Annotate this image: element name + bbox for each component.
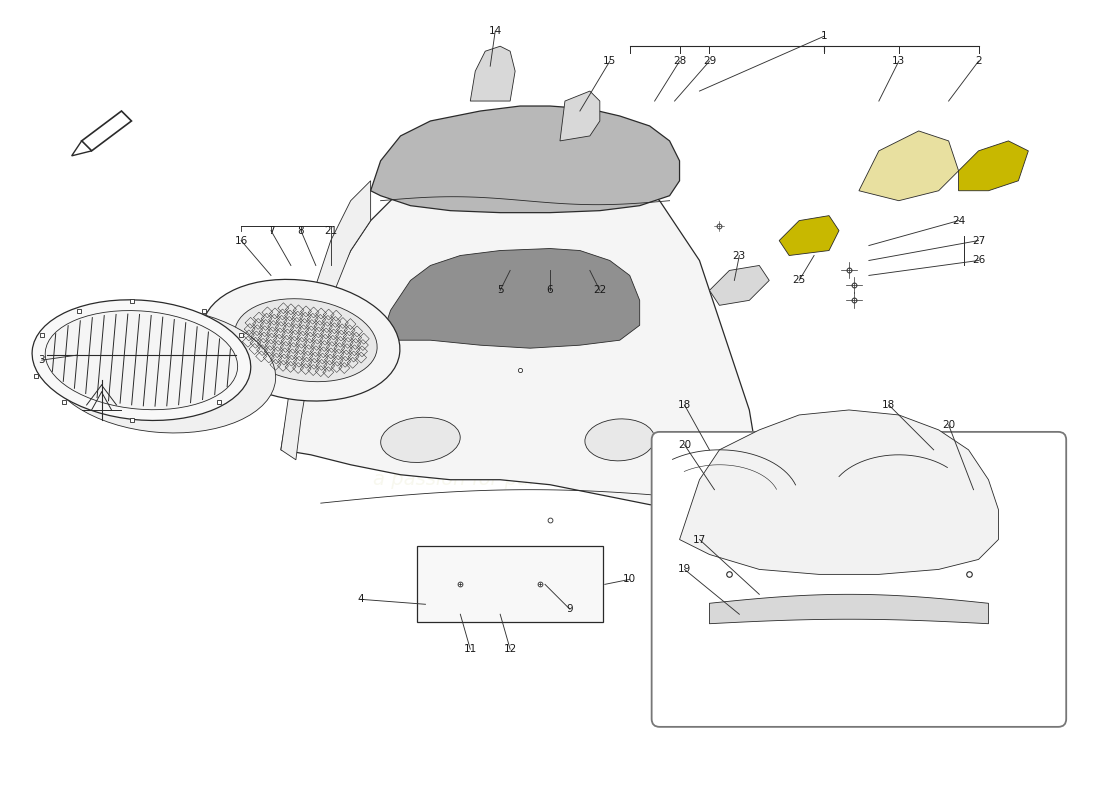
Polygon shape bbox=[680, 410, 999, 574]
Polygon shape bbox=[560, 91, 600, 141]
Text: 3: 3 bbox=[39, 355, 45, 365]
Text: 10: 10 bbox=[624, 574, 636, 584]
Ellipse shape bbox=[32, 300, 251, 421]
Ellipse shape bbox=[201, 279, 400, 401]
Polygon shape bbox=[280, 143, 755, 510]
Text: 7: 7 bbox=[267, 226, 274, 235]
Text: 8: 8 bbox=[298, 226, 305, 235]
Text: 14: 14 bbox=[488, 26, 502, 36]
Polygon shape bbox=[81, 111, 132, 151]
Ellipse shape bbox=[234, 298, 377, 382]
Ellipse shape bbox=[47, 307, 276, 433]
Polygon shape bbox=[280, 181, 371, 460]
Text: 9: 9 bbox=[566, 604, 573, 614]
Polygon shape bbox=[72, 141, 91, 156]
Text: 22: 22 bbox=[593, 286, 606, 295]
Text: 27: 27 bbox=[972, 235, 986, 246]
Text: 2: 2 bbox=[976, 56, 982, 66]
Text: 15: 15 bbox=[603, 56, 616, 66]
Text: 25: 25 bbox=[792, 275, 806, 286]
Text: 1: 1 bbox=[821, 31, 827, 42]
Text: elasco: elasco bbox=[384, 363, 657, 437]
Ellipse shape bbox=[381, 418, 460, 462]
Polygon shape bbox=[471, 46, 515, 101]
Polygon shape bbox=[859, 131, 958, 201]
Text: 6: 6 bbox=[547, 286, 553, 295]
Text: a passion for parts since 1995: a passion for parts since 1995 bbox=[373, 470, 668, 490]
Text: 26: 26 bbox=[972, 255, 986, 266]
Text: 16: 16 bbox=[234, 235, 248, 246]
Text: 18: 18 bbox=[678, 400, 691, 410]
FancyBboxPatch shape bbox=[651, 432, 1066, 727]
Polygon shape bbox=[710, 266, 769, 306]
Text: 17: 17 bbox=[693, 534, 706, 545]
Text: 5: 5 bbox=[497, 286, 504, 295]
Polygon shape bbox=[710, 594, 989, 624]
Text: 28: 28 bbox=[673, 56, 686, 66]
FancyBboxPatch shape bbox=[418, 546, 603, 622]
Polygon shape bbox=[371, 106, 680, 213]
Text: 23: 23 bbox=[733, 250, 746, 261]
Ellipse shape bbox=[585, 419, 654, 461]
Text: 29: 29 bbox=[703, 56, 716, 66]
Text: 13: 13 bbox=[892, 56, 905, 66]
Text: 20: 20 bbox=[678, 440, 691, 450]
Polygon shape bbox=[958, 141, 1028, 190]
Text: 20: 20 bbox=[942, 420, 955, 430]
Text: 12: 12 bbox=[504, 644, 517, 654]
Ellipse shape bbox=[45, 310, 238, 410]
Polygon shape bbox=[381, 249, 640, 348]
Text: 24: 24 bbox=[952, 216, 965, 226]
Text: 4: 4 bbox=[358, 594, 364, 604]
Text: 18: 18 bbox=[882, 400, 895, 410]
Text: 21: 21 bbox=[324, 226, 338, 235]
Text: 11: 11 bbox=[464, 644, 477, 654]
Polygon shape bbox=[779, 216, 839, 255]
Text: 19: 19 bbox=[678, 565, 691, 574]
